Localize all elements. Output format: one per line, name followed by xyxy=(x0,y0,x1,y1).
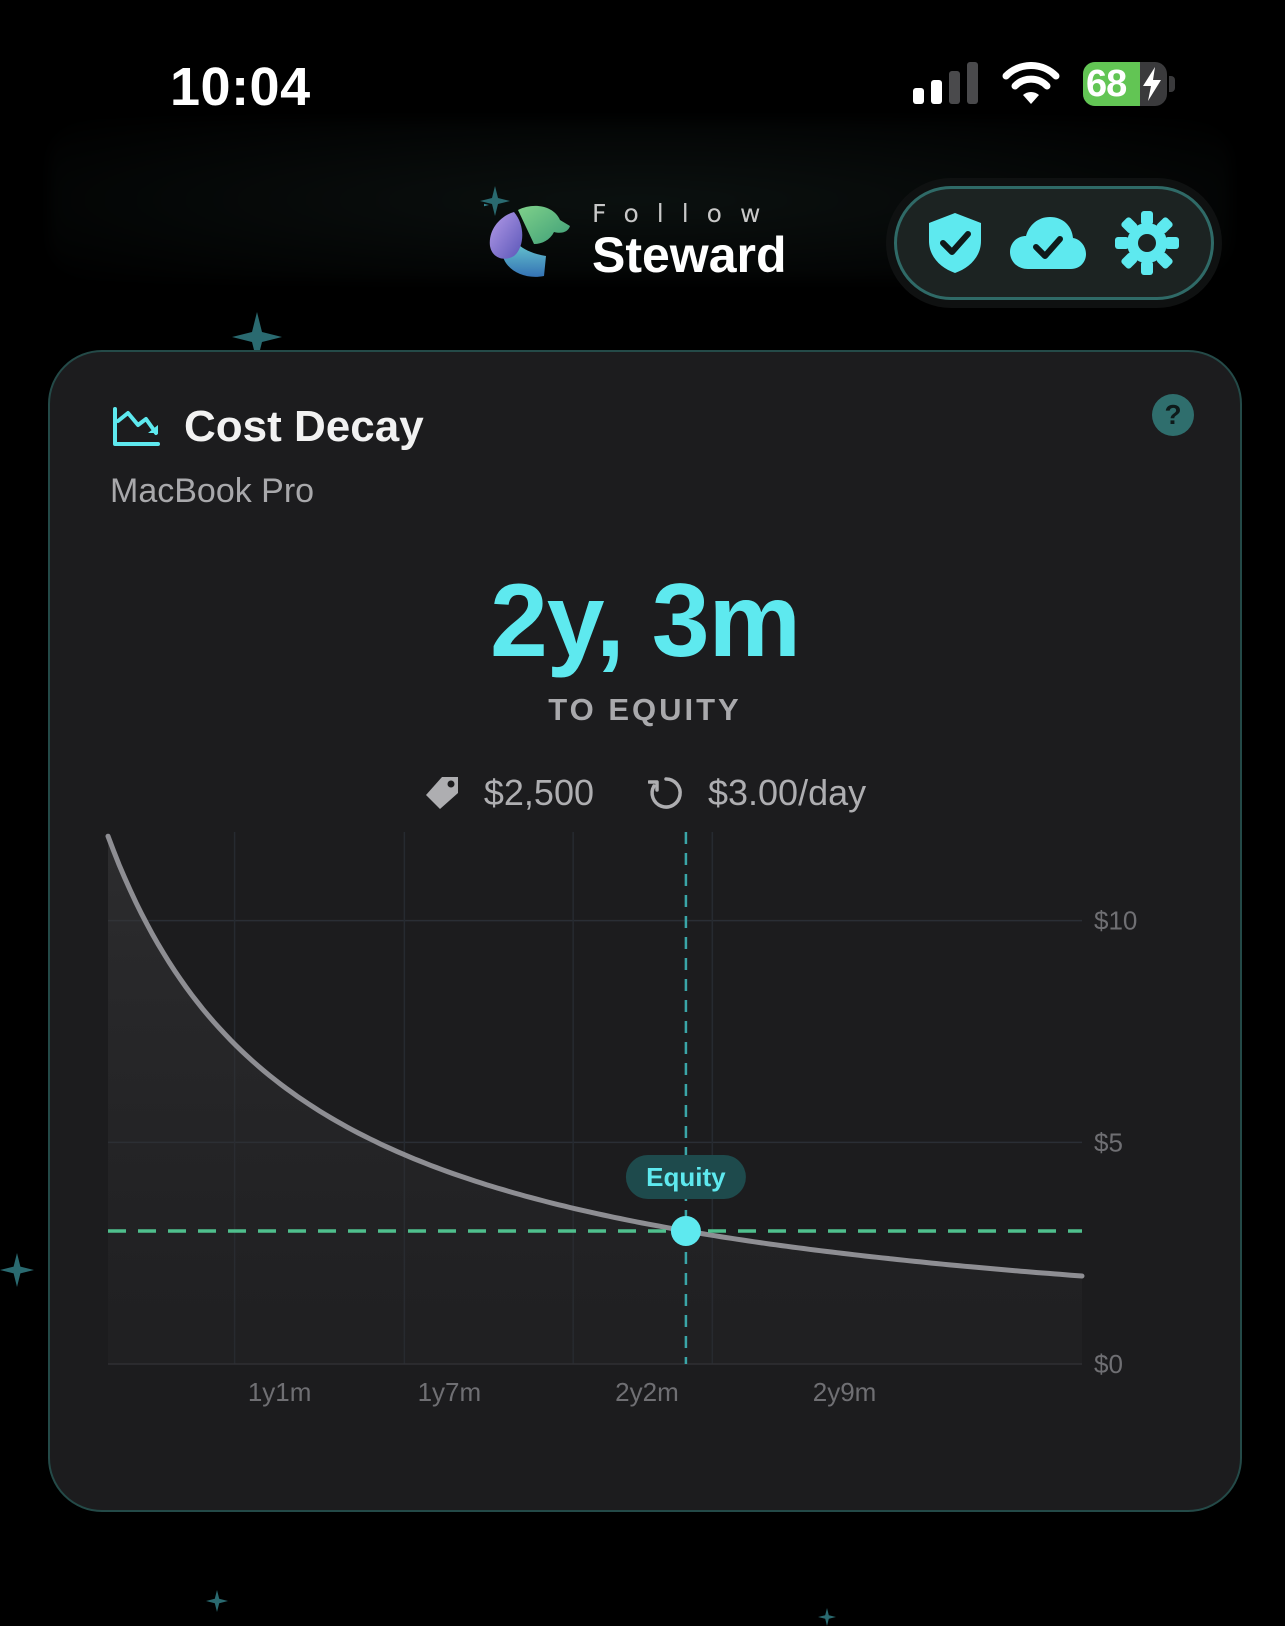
status-time: 10:04 xyxy=(170,57,311,117)
daily-cost: $3.00/day xyxy=(647,772,867,814)
refresh-cycle-icon xyxy=(647,777,682,809)
gear-icon xyxy=(1114,211,1179,275)
price-tag-icon xyxy=(425,777,458,809)
y-tick-label: $5 xyxy=(1094,1127,1123,1157)
battery-fill xyxy=(1083,62,1141,106)
shield-check-icon xyxy=(929,213,982,273)
daily-cost-value: $3.00/day xyxy=(707,772,867,813)
y-tick-label: $0 xyxy=(1094,1349,1123,1379)
wifi-icon xyxy=(1002,62,1060,104)
card-header: Cost Decay xyxy=(112,402,424,452)
header-action-group xyxy=(886,178,1222,308)
app-logo: Follow Steward xyxy=(484,200,787,282)
cloud-check-icon xyxy=(1009,217,1086,269)
status-bar: 10:04 68 xyxy=(0,0,1285,150)
cost-decay-card: Cost Decay MacBook Pro ? 2y, 3m TO EQUIT… xyxy=(48,350,1242,1512)
sparkle-icon xyxy=(818,1608,836,1626)
logo-wordmark: Steward xyxy=(592,227,787,283)
battery-cap xyxy=(1169,76,1175,92)
equity-label-pill xyxy=(625,1155,746,1199)
time-to-equity-caption: TO EQUITY xyxy=(548,692,742,727)
settings-button[interactable] xyxy=(1114,211,1179,275)
battery-indicator: 68 xyxy=(1083,62,1167,106)
sparkle-icon xyxy=(232,312,282,362)
card-title: Cost Decay xyxy=(184,402,424,451)
cost-meta-row: $2,500 $3.00/day xyxy=(50,772,1240,814)
time-to-equity-value: 2y, 3m xyxy=(489,563,801,679)
battery-level: 68 xyxy=(1086,62,1127,105)
status-icons: 68 xyxy=(913,62,1175,106)
chart-decline-icon xyxy=(113,407,160,446)
x-tick-label: 2y2m xyxy=(615,1377,679,1407)
sparkle-icon xyxy=(206,1590,228,1612)
y-tick-label: $10 xyxy=(1094,906,1137,936)
logo-tagline: Follow xyxy=(592,199,779,228)
purchase-price: $2,500 xyxy=(424,772,594,814)
dog-logo-icon xyxy=(484,203,570,277)
cost-curve-line xyxy=(105,833,1085,1279)
sparkle-icon xyxy=(480,186,510,216)
purchase-price-value: $2,500 xyxy=(483,772,594,813)
x-tick-label: 1y1m xyxy=(248,1377,312,1407)
x-tick-label: 1y7m xyxy=(418,1377,482,1407)
equity-label-text: Equity xyxy=(646,1162,726,1192)
curve-area-fill xyxy=(108,836,1082,1364)
cellular-signal-icon xyxy=(913,62,978,104)
security-status-button[interactable] xyxy=(929,213,982,273)
equity-point xyxy=(670,1216,701,1246)
sparkle-icon xyxy=(0,1253,34,1287)
cloud-sync-button[interactable] xyxy=(1009,217,1086,269)
charging-bolt-icon xyxy=(1143,67,1161,101)
x-tick-label: 2y9m xyxy=(813,1377,877,1407)
help-button[interactable]: ? xyxy=(1152,394,1194,436)
card-subtitle: MacBook Pro xyxy=(110,472,315,510)
cost-decay-chart: Equity $10 $5 $0 1y1m 1y7m 2y2m 2y9m xyxy=(105,832,1137,1407)
